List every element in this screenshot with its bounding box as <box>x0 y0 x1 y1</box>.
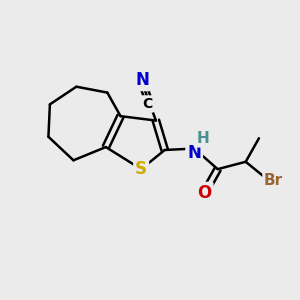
Text: N: N <box>187 144 201 162</box>
Text: C: C <box>142 97 153 111</box>
Text: O: O <box>197 184 212 202</box>
Text: H: H <box>196 131 209 146</box>
Text: Br: Br <box>264 173 283 188</box>
Text: N: N <box>135 71 149 89</box>
Text: S: S <box>135 160 147 178</box>
